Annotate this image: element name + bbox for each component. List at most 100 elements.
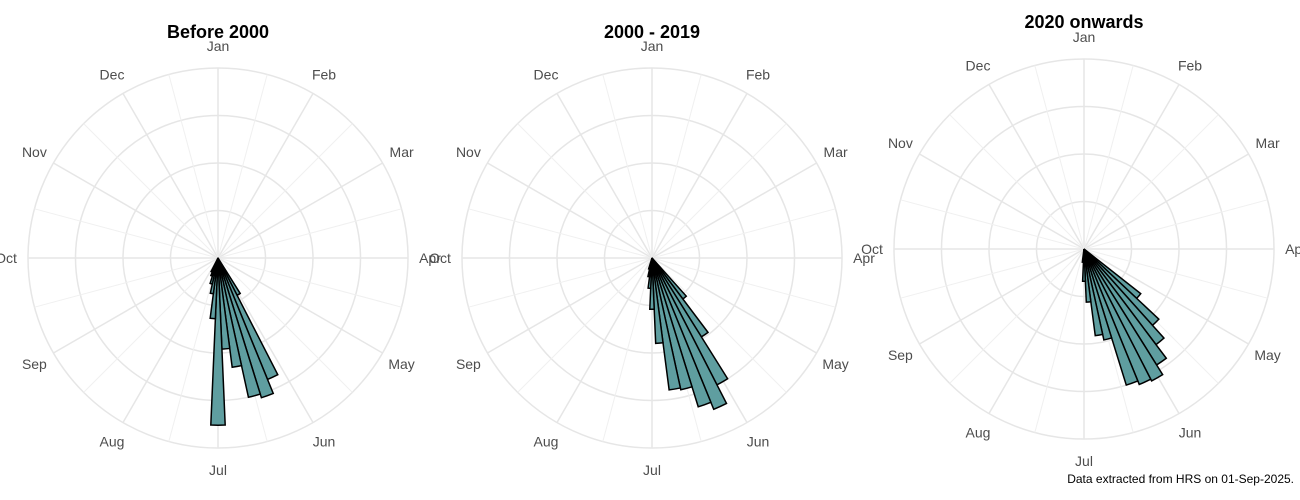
grid-spoke-minor: [83, 257, 219, 393]
grid-spoke-major: [988, 84, 1085, 250]
bar-wedge: [1083, 248, 1164, 382]
month-label-dec: Dec: [534, 66, 559, 82]
month-label-nov: Nov: [456, 144, 481, 160]
chart-title: 2000 - 2019: [604, 22, 700, 42]
grid-spoke-major: [217, 93, 314, 259]
month-label-sep: Sep: [888, 347, 913, 363]
bars: [647, 257, 729, 411]
grid-spoke-minor: [651, 208, 836, 259]
month-label-oct: Oct: [0, 250, 17, 266]
grid-spoke-major: [53, 162, 219, 259]
bar-wedge: [651, 257, 693, 391]
bar-wedge: [1081, 248, 1087, 283]
grid-spoke-minor: [602, 74, 653, 259]
bar-wedge: [651, 257, 712, 408]
bar-wedge: [1083, 248, 1113, 341]
month-label-aug: Aug: [534, 434, 559, 450]
grid-spoke-minor: [602, 257, 653, 442]
grid-spoke-minor: [651, 257, 787, 393]
grid-spoke-major: [122, 93, 219, 259]
bar-wedge: [217, 257, 243, 369]
grid-spoke-minor: [651, 257, 836, 308]
month-label-apr: Apr: [853, 250, 875, 266]
month-label-jul: Jul: [1075, 453, 1093, 469]
month-label-feb: Feb: [312, 66, 336, 82]
polar-grid: [27, 67, 409, 449]
grid-spoke-minor: [34, 257, 219, 308]
month-labels: Jan Feb Mar Apr May Jun Jul Aug Sep Oct Nov Dec: [861, 29, 1300, 469]
grid-spoke-minor: [949, 114, 1085, 250]
grid-spoke-minor: [468, 257, 653, 308]
month-label-jun: Jun: [1179, 425, 1202, 441]
grid-spoke-minor: [1083, 65, 1134, 250]
grid-spoke-minor: [168, 257, 219, 442]
data-source-caption: Data extracted from HRS on 01-Sep-2025.: [1067, 472, 1294, 486]
month-label-feb: Feb: [1178, 57, 1202, 73]
bar-wedge: [647, 257, 653, 271]
grid-spoke-major: [487, 257, 653, 354]
grid-spoke-minor: [468, 208, 653, 259]
grid-spoke-major: [556, 257, 653, 423]
grid-spoke-minor: [217, 208, 402, 259]
month-label-sep: Sep: [22, 356, 47, 372]
bar-wedge: [651, 257, 728, 411]
month-label-jun: Jun: [747, 434, 770, 450]
grid-spoke-minor: [1083, 248, 1268, 299]
grid-spoke-major: [988, 248, 1085, 414]
bar-wedge: [1083, 248, 1152, 386]
bar-wedge: [651, 257, 664, 345]
month-label-nov: Nov: [888, 135, 913, 151]
grid-spoke-minor: [83, 123, 219, 259]
bar-wedge: [1081, 248, 1085, 264]
month-label-feb: Feb: [746, 66, 770, 82]
grid-spoke-major: [122, 257, 219, 423]
grid-spoke-minor: [651, 123, 787, 259]
month-label-aug: Aug: [966, 425, 991, 441]
bar-wedge: [1083, 248, 1092, 303]
grid-spoke-minor: [651, 74, 702, 259]
month-label-jul: Jul: [643, 462, 661, 478]
grid-spoke-major: [53, 257, 219, 354]
grid-spoke-major: [651, 93, 748, 259]
month-label-dec: Dec: [966, 57, 991, 73]
grid-spoke-minor: [1034, 65, 1085, 250]
grid-spoke-minor: [1083, 114, 1219, 250]
bar-wedge: [217, 257, 275, 399]
month-label-mar: Mar: [390, 144, 414, 160]
month-label-oct: Oct: [861, 241, 883, 257]
bar-wedge: [651, 257, 682, 391]
month-label-jul: Jul: [209, 462, 227, 478]
month-label-mar: Mar: [824, 144, 848, 160]
grid-spoke-major: [919, 248, 1085, 345]
grid-spoke-minor: [217, 257, 353, 393]
grid-spoke-major: [651, 257, 817, 354]
grid-spoke-minor: [517, 123, 653, 259]
polar-grid: [461, 67, 843, 449]
grid-spoke-major: [919, 153, 1085, 250]
month-label-sep: Sep: [456, 356, 481, 372]
grid-spoke-major: [217, 257, 383, 354]
month-label-may: May: [388, 356, 414, 372]
grid-spoke-major: [1083, 153, 1249, 250]
month-label-apr: Apr: [419, 250, 441, 266]
grid-spoke-minor: [949, 248, 1085, 384]
bar-wedge: [649, 257, 655, 311]
bar-wedge: [210, 257, 226, 426]
grid-spoke-minor: [900, 199, 1085, 250]
month-label-nov: Nov: [22, 144, 47, 160]
bars: [209, 257, 279, 426]
grid-spoke-minor: [34, 208, 219, 259]
bar-wedge: [1083, 248, 1139, 387]
month-label-aug: Aug: [100, 434, 125, 450]
month-label-jun: Jun: [313, 434, 336, 450]
grid-spoke-minor: [517, 257, 653, 393]
grid-spoke-minor: [217, 74, 268, 259]
grid-spoke-major: [556, 93, 653, 259]
month-label-jan: Jan: [1073, 29, 1096, 45]
grid-spoke-major: [217, 162, 383, 259]
grid-spoke-major: [1083, 248, 1249, 345]
month-label-jan: Jan: [641, 38, 664, 54]
month-labels: Jan Feb Mar Apr May Jun Jul Aug Sep Oct Nov Dec: [429, 38, 875, 478]
